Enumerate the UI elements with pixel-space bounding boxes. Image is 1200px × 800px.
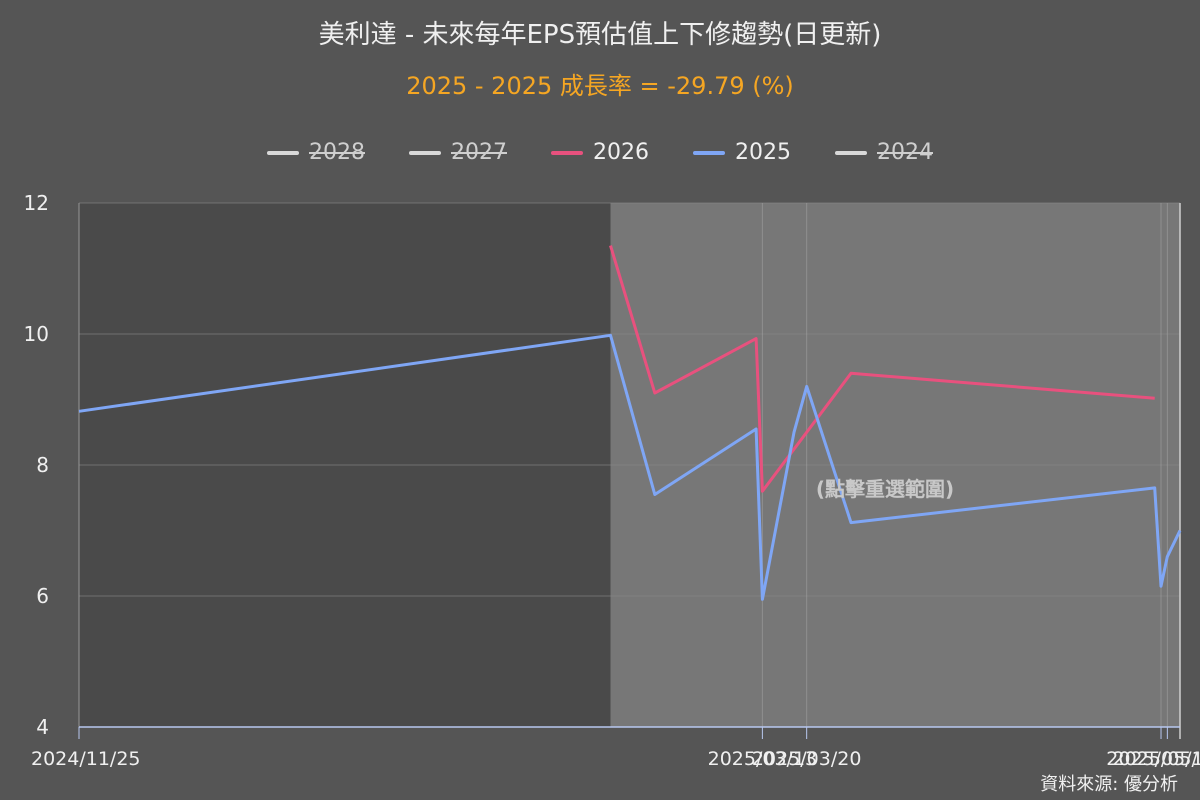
legend-swatch [409, 150, 441, 155]
legend-swatch [551, 150, 583, 155]
legend-label: 2028 [309, 140, 365, 165]
legend-item-2026[interactable]: 2026 [551, 140, 649, 165]
x-tick-label: 2025/05/15 [1106, 748, 1200, 770]
legend-swatch [835, 150, 867, 155]
legend-item-2025[interactable]: 2025 [693, 140, 791, 165]
series-line-2025 [78, 333, 1182, 601]
y-tick-label: 4 [36, 715, 49, 739]
x-tick-label: 2025/05/16 [1113, 748, 1200, 770]
y-tick-label: 12 [24, 191, 49, 215]
legend-label: 2024 [877, 140, 933, 165]
chart-subtitle: 2025 - 2025 成長率 = -29.79 (%) [406, 72, 794, 100]
legend-label: 2027 [451, 140, 507, 165]
series-line-2026 [609, 245, 1155, 493]
reset-range-hint[interactable]: (點擊重選範圍) [816, 477, 954, 501]
legend-item-2028[interactable]: 2028 [267, 140, 365, 165]
x-tick-label: 2025/03/13 [708, 748, 818, 770]
legend-label: 2026 [593, 140, 649, 165]
chart-title: 美利達 - 未來每年EPS預估值上下修趨勢(日更新) [318, 20, 882, 50]
x-tick-label: 2025/03/20 [752, 748, 862, 770]
x-tick-label: 2024/11/25 [31, 748, 141, 770]
legend-item-2024[interactable]: 2024 [835, 140, 933, 165]
source-credit: 資料來源: 優分析 [1040, 774, 1178, 795]
y-tick-label: 10 [24, 322, 49, 346]
y-tick-label: 6 [36, 584, 49, 608]
legend-label: 2025 [735, 140, 791, 165]
legend-swatch [267, 150, 299, 155]
legend-swatch [693, 150, 725, 155]
y-tick-label: 8 [36, 453, 49, 477]
legend-item-2027[interactable]: 2027 [409, 140, 507, 165]
chart-legend: 2028 2027 2026 2025 2024 [0, 140, 1200, 165]
